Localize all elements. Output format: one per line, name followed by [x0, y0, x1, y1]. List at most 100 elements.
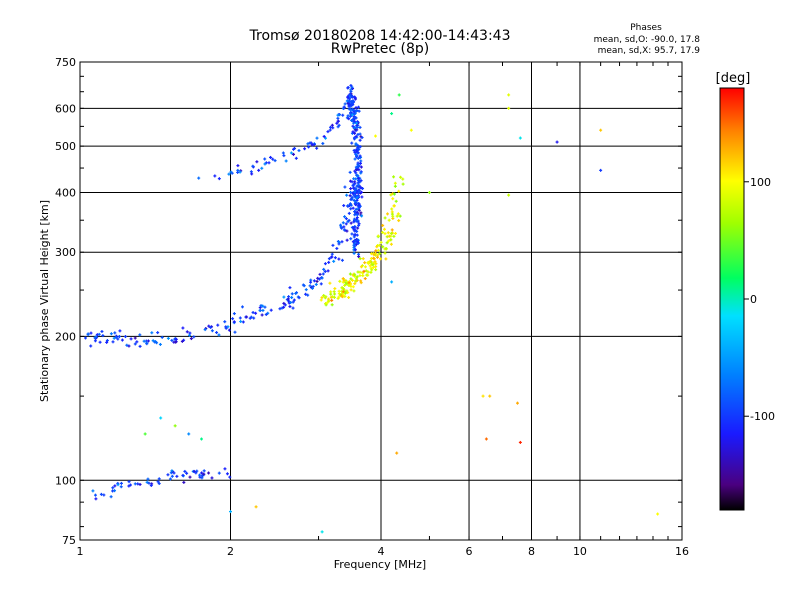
o_low-trace-point — [304, 292, 308, 296]
e-trace-point — [217, 471, 221, 475]
x-trace-point — [349, 288, 353, 292]
noise-point — [518, 136, 522, 140]
e-trace-point — [111, 489, 115, 493]
o_low-trace-point — [127, 344, 131, 348]
e-trace-point — [202, 472, 206, 476]
o_vert-trace-point — [353, 150, 357, 154]
o_vert-trace-point — [357, 222, 361, 226]
noise-point — [143, 432, 147, 436]
e-trace-point — [200, 471, 204, 475]
o_low-trace-point — [98, 340, 102, 344]
x-trace-point — [381, 245, 385, 249]
o_low-trace-point — [351, 184, 355, 188]
o_low-trace-point — [288, 286, 292, 290]
o_vert-trace-point — [354, 152, 358, 156]
colorbar-tick-label: 100 — [750, 176, 771, 189]
o_vert-trace-point — [360, 195, 364, 199]
o_low-trace-point — [337, 242, 341, 246]
x-trace-point — [343, 283, 347, 287]
o_low-trace-point — [342, 228, 346, 232]
o_high-trace-point — [297, 149, 301, 153]
x-trace-point — [391, 214, 395, 218]
o_vert-trace-point — [355, 173, 359, 177]
o_low-trace-point — [232, 312, 236, 316]
x-trace-point — [366, 270, 370, 274]
o_high-trace-point — [269, 155, 273, 159]
o_low-trace-point — [101, 334, 105, 338]
x-trace-point — [374, 268, 378, 272]
x-trace-point — [381, 223, 385, 227]
o_vert-trace-point — [351, 124, 355, 128]
x-trace-point — [328, 281, 332, 285]
o_low-trace-point — [170, 338, 174, 342]
o_low-trace-point — [351, 192, 355, 196]
colorbar-tick-label: 0 — [750, 293, 757, 306]
o_vert-trace-point — [352, 235, 356, 239]
o_low-trace-point — [258, 308, 262, 312]
o_low-trace-point — [93, 336, 97, 340]
colorbar-ticks: 100 0 -100 — [744, 176, 775, 423]
x-trace-point — [374, 249, 378, 253]
o_high-trace-point — [342, 105, 346, 109]
o_vert-trace-point — [357, 109, 361, 113]
o_low-trace-point — [326, 269, 330, 273]
o_low-trace-point — [138, 333, 142, 337]
x-trace-point — [343, 291, 347, 295]
o_low-trace-point — [156, 331, 160, 335]
colorbar-unit: [deg] — [716, 71, 751, 86]
x-trace-point — [342, 293, 346, 297]
x-trace-point — [361, 257, 365, 261]
o_high-trace-point — [229, 170, 233, 174]
o_high-trace-point — [260, 166, 264, 170]
x-trace-point — [352, 289, 356, 293]
x-trace-point — [376, 234, 380, 238]
colorbar-gradient — [719, 87, 745, 511]
o_low-trace-point — [146, 339, 150, 343]
x-trace-point — [372, 253, 376, 257]
e-trace-point — [166, 473, 170, 477]
o_low-trace-point — [238, 316, 242, 320]
y-tick-label: 100 — [55, 474, 76, 487]
o_low-trace-point — [135, 340, 139, 344]
x-axis-ticks: 1 2 4 6 8 10 16 — [77, 62, 689, 558]
e-trace-point — [145, 480, 149, 484]
o_low-trace-point — [187, 333, 191, 337]
noise-point — [173, 424, 177, 428]
o_vert-trace-point — [354, 177, 358, 181]
x-trace-point — [351, 285, 355, 289]
o_low-trace-point — [320, 276, 324, 280]
x-tick-label: 10 — [573, 545, 587, 558]
o_high-trace-point — [250, 172, 254, 176]
x-trace-point — [340, 286, 344, 290]
x-trace-point — [371, 256, 375, 260]
o_low-trace-point — [241, 320, 245, 324]
o_low-trace-point — [342, 225, 346, 229]
o_low-trace-point — [349, 207, 353, 211]
x-tick-label: 1 — [77, 545, 84, 558]
o_low-trace-point — [113, 331, 117, 335]
x-axis-label: Frequency [MHz] — [334, 558, 426, 571]
o_high-trace-point — [321, 141, 325, 145]
o_low-trace-point — [349, 187, 353, 191]
e-trace-point — [119, 485, 123, 489]
noise-point — [599, 128, 603, 132]
o_low-trace-point — [248, 316, 252, 320]
x-trace-point — [389, 238, 393, 242]
o_low-trace-point — [311, 284, 315, 288]
o_vert-trace-point — [353, 157, 357, 161]
o_low-trace-point — [125, 343, 129, 347]
o_vert-trace-point — [352, 251, 356, 255]
y-tick-label: 400 — [55, 186, 76, 199]
o_vert-trace-point — [359, 179, 363, 183]
noise-point — [488, 394, 492, 398]
o_low-trace-point — [330, 252, 334, 256]
e-trace-point — [182, 480, 186, 484]
o_vert-trace-point — [352, 136, 356, 140]
e-trace-point — [116, 483, 120, 487]
y-tick-label: 750 — [55, 56, 76, 69]
o_vert-trace-point — [355, 213, 359, 217]
e-trace-point — [210, 476, 214, 480]
o_low-trace-point — [315, 279, 319, 283]
o_vert-trace-point — [349, 83, 353, 87]
